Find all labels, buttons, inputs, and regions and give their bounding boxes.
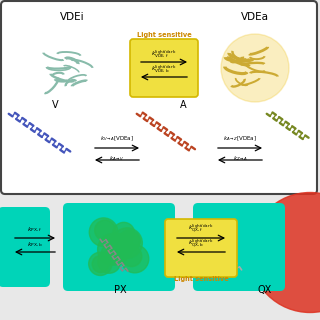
Text: A: A (180, 100, 186, 110)
FancyBboxPatch shape (0, 207, 50, 287)
Circle shape (250, 193, 320, 313)
Circle shape (121, 245, 149, 273)
Circle shape (98, 234, 129, 265)
Circle shape (119, 230, 140, 251)
Circle shape (221, 34, 289, 102)
Circle shape (95, 220, 116, 241)
Text: $k_{\rm VDE,f}^{\rm light/dark}$: $k_{\rm VDE,f}^{\rm light/dark}$ (151, 48, 177, 59)
Text: QX: QX (258, 285, 272, 295)
Circle shape (89, 218, 118, 246)
Text: PX: PX (114, 285, 126, 295)
Text: $k_{Z\to A}$: $k_{Z\to A}$ (233, 154, 247, 163)
FancyBboxPatch shape (63, 203, 175, 291)
Text: $k_{\rm QX,f}^{\rm light/dark}$: $k_{\rm QX,f}^{\rm light/dark}$ (188, 222, 214, 234)
Text: $k_{\rm QX,b}^{\rm light/dark}$: $k_{\rm QX,b}^{\rm light/dark}$ (188, 237, 214, 249)
Text: Light sensitive: Light sensitive (137, 32, 191, 38)
Text: Light sensitive: Light sensitive (174, 276, 228, 282)
Circle shape (106, 236, 124, 255)
Circle shape (98, 251, 121, 273)
Circle shape (89, 252, 112, 276)
Text: $k_{V\to A}$[VDEa]: $k_{V\to A}$[VDEa] (100, 134, 134, 143)
Text: $k_{\rm PX,b}$: $k_{\rm PX,b}$ (27, 241, 43, 249)
Circle shape (92, 256, 109, 273)
Circle shape (113, 222, 135, 244)
FancyBboxPatch shape (1, 1, 317, 194)
Text: $k_{\rm PX,f}$: $k_{\rm PX,f}$ (28, 226, 43, 234)
Circle shape (112, 241, 128, 258)
Text: $k_{A\to Z}$[VDEa]: $k_{A\to Z}$[VDEa] (223, 134, 257, 143)
Text: VDEi: VDEi (60, 12, 84, 22)
Circle shape (112, 228, 142, 258)
Circle shape (121, 246, 142, 267)
Circle shape (122, 232, 140, 251)
Text: $k_{\rm VDE,b}^{\rm light/dark}$: $k_{\rm VDE,b}^{\rm light/dark}$ (151, 63, 177, 74)
Text: VDEa: VDEa (241, 12, 269, 22)
FancyBboxPatch shape (193, 203, 285, 291)
Text: $k_{A\to V}$: $k_{A\to V}$ (109, 154, 125, 163)
Circle shape (106, 234, 133, 261)
Circle shape (101, 244, 121, 264)
FancyBboxPatch shape (130, 39, 198, 97)
Text: V: V (52, 100, 58, 110)
FancyBboxPatch shape (165, 219, 237, 277)
